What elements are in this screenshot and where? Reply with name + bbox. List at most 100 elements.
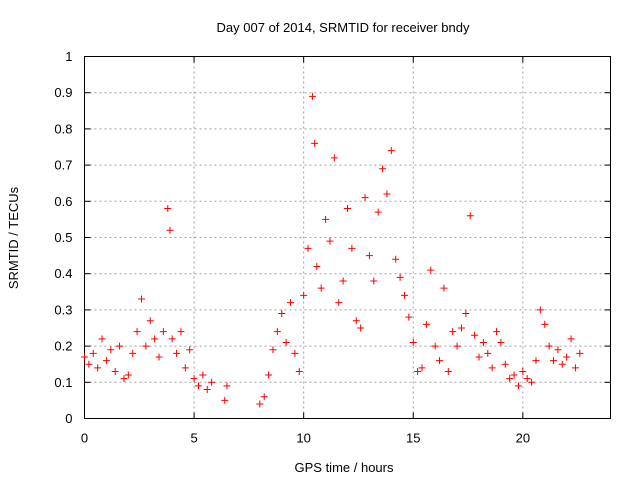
data-point xyxy=(137,295,145,303)
chart-title: Day 007 of 2014, SRMTID for receiver bnd… xyxy=(217,20,470,35)
x-tick-label: 10 xyxy=(296,431,310,446)
data-point xyxy=(576,349,584,357)
data-point xyxy=(558,360,566,368)
data-point xyxy=(431,342,439,350)
data-point xyxy=(278,310,286,318)
data-point xyxy=(326,237,334,245)
data-point xyxy=(348,244,356,252)
data-point xyxy=(256,400,264,408)
data-point xyxy=(471,331,479,339)
data-point xyxy=(166,226,174,234)
x-axis-label: GPS time / hours xyxy=(295,460,394,475)
data-point xyxy=(466,212,474,220)
data-point xyxy=(308,92,316,100)
data-point xyxy=(379,165,387,173)
y-tick-label: 0.8 xyxy=(54,121,72,136)
data-point xyxy=(396,273,404,281)
data-point xyxy=(422,320,430,328)
data-point xyxy=(322,215,330,223)
data-point xyxy=(203,386,211,394)
data-point xyxy=(392,255,400,263)
data-point xyxy=(440,284,448,292)
data-point xyxy=(269,346,277,354)
data-point xyxy=(146,317,154,325)
data-point xyxy=(116,342,124,350)
data-point xyxy=(295,367,303,375)
data-point xyxy=(554,346,562,354)
data-point xyxy=(311,139,319,147)
ticks: 00.10.20.30.40.50.60.70.80.910 5 10 15 20 xyxy=(54,49,611,446)
data-point xyxy=(563,353,571,361)
data-point xyxy=(449,328,457,336)
data-point xyxy=(523,375,531,383)
data-point xyxy=(129,349,137,357)
data-point xyxy=(89,349,97,357)
data-point xyxy=(506,375,514,383)
data-point xyxy=(528,378,536,386)
data-point xyxy=(335,299,343,307)
data-point xyxy=(124,371,132,379)
y-axis-label: SRMTID / TECUs xyxy=(6,186,21,289)
data-point xyxy=(497,338,505,346)
data-point xyxy=(405,313,413,321)
data-point xyxy=(208,378,216,386)
y-tick-label: 0.4 xyxy=(54,266,72,281)
data-point xyxy=(168,335,176,343)
data-point xyxy=(181,364,189,372)
data-point xyxy=(536,306,544,314)
data-point xyxy=(357,324,365,332)
data-point xyxy=(400,291,408,299)
data-point xyxy=(444,367,452,375)
data-point xyxy=(102,357,110,365)
data-point xyxy=(81,353,88,361)
data-point xyxy=(514,382,522,390)
y-tick-label: 0.9 xyxy=(54,85,72,100)
data-point xyxy=(159,328,167,336)
data-point xyxy=(453,342,461,350)
y-tick-label: 0.5 xyxy=(54,230,72,245)
data-point xyxy=(418,364,426,372)
data-point xyxy=(164,205,172,213)
data-points xyxy=(81,92,584,408)
data-point xyxy=(142,342,150,350)
x-tick-label: 20 xyxy=(516,431,530,446)
y-tick-label: 0 xyxy=(65,411,72,426)
y-tick-label: 0.2 xyxy=(54,339,72,354)
data-point xyxy=(370,277,378,285)
y-tick-label: 0.3 xyxy=(54,302,72,317)
data-point xyxy=(287,299,295,307)
x-tick-label: 5 xyxy=(190,431,197,446)
data-point xyxy=(484,349,492,357)
data-point xyxy=(414,367,422,375)
data-point xyxy=(532,357,540,365)
data-point xyxy=(223,382,231,390)
data-point xyxy=(365,252,373,260)
data-point xyxy=(427,266,435,274)
data-point xyxy=(475,353,483,361)
data-point xyxy=(304,244,312,252)
data-point xyxy=(120,375,128,383)
data-point xyxy=(374,208,382,216)
data-point xyxy=(94,364,102,372)
data-point xyxy=(282,338,290,346)
data-point xyxy=(85,360,93,368)
x-tick-label: 0 xyxy=(81,431,88,446)
data-point xyxy=(462,310,470,318)
data-point xyxy=(488,364,496,372)
data-point xyxy=(317,284,325,292)
data-point xyxy=(519,367,527,375)
y-tick-label: 0.6 xyxy=(54,194,72,209)
data-point xyxy=(221,396,229,404)
y-tick-label: 0.7 xyxy=(54,158,72,173)
data-point xyxy=(155,353,163,361)
data-point xyxy=(199,371,207,379)
data-point xyxy=(190,375,198,383)
data-point xyxy=(194,382,202,390)
data-point xyxy=(387,147,395,155)
data-point xyxy=(550,357,558,365)
data-point xyxy=(567,335,575,343)
data-point xyxy=(330,154,338,162)
data-point xyxy=(265,371,273,379)
data-point xyxy=(479,338,487,346)
